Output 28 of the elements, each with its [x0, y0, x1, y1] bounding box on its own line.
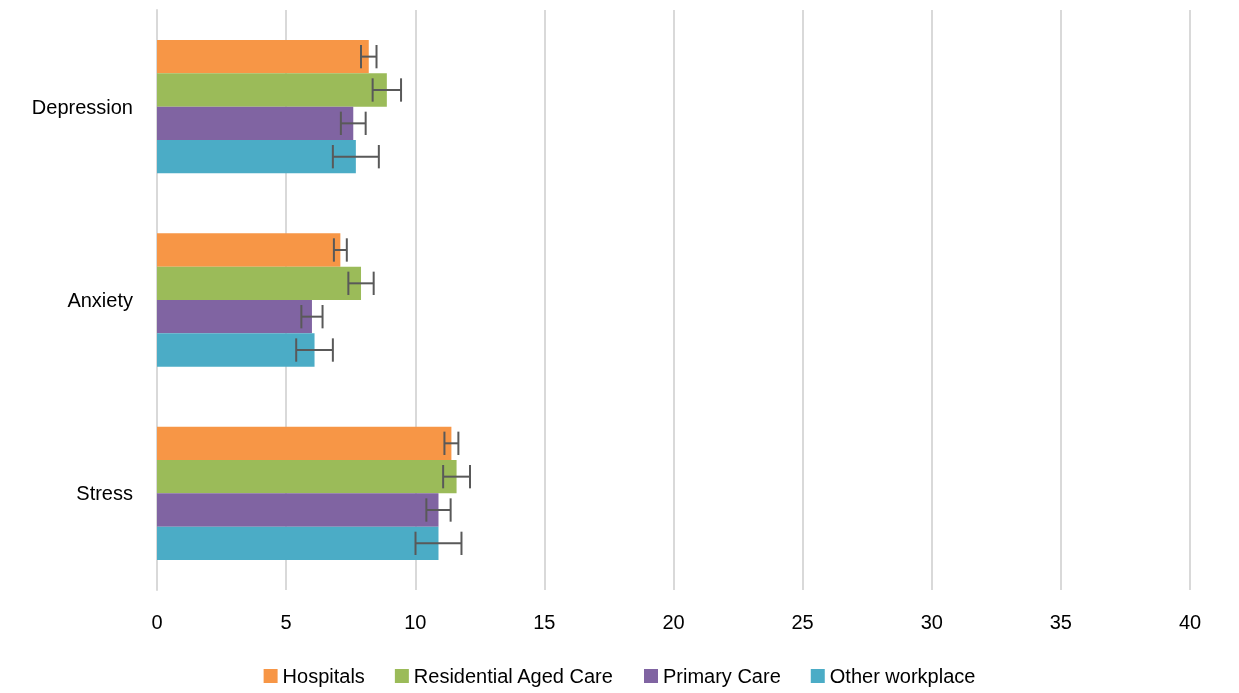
x-tick-label: 5 — [280, 611, 292, 633]
legend-label: Residential Aged Care — [413, 665, 613, 687]
x-tick-label: 0 — [151, 611, 163, 633]
legend-label: Other workplace — [829, 665, 976, 687]
x-tick-label: 10 — [404, 611, 427, 633]
y-tick-label: Anxiety — [67, 289, 133, 311]
y-tick-label: Stress — [76, 482, 133, 505]
bar — [157, 39, 369, 74]
bar — [157, 300, 312, 334]
bar — [157, 140, 356, 174]
x-tick-label: 35 — [1049, 611, 1072, 633]
x-tick-label: 40 — [1178, 611, 1202, 633]
x-tick-label: 20 — [662, 611, 685, 633]
bar — [157, 459, 457, 494]
bar — [157, 426, 452, 460]
x-tick-label: 30 — [920, 611, 943, 633]
legend-label: Hospitals — [282, 665, 365, 687]
y-tick-label: Depression — [31, 95, 133, 118]
bar — [157, 106, 354, 141]
x-tick-label: 25 — [791, 611, 814, 633]
x-tick-label: 15 — [533, 611, 556, 633]
legend-label: Primary Care — [662, 665, 781, 687]
bar — [157, 333, 315, 367]
bar — [157, 493, 439, 527]
bar — [157, 233, 341, 267]
bar — [157, 266, 362, 300]
bar — [157, 526, 439, 561]
bar — [157, 73, 387, 107]
